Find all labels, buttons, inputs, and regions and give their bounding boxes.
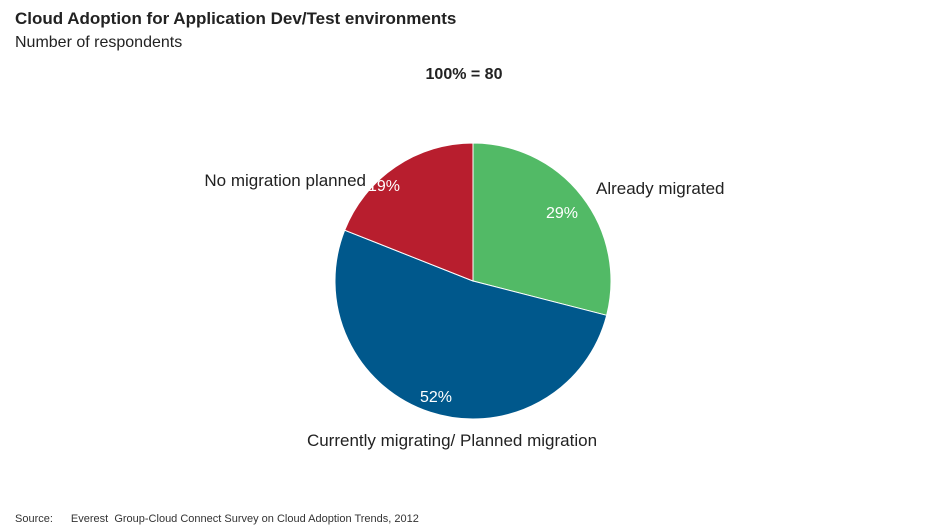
slice-category-label: Already migrated — [596, 179, 725, 198]
chart-subtitle: Number of respondents — [15, 34, 183, 51]
pie-slice-1 — [472, 142, 612, 316]
source-label: Source: — [15, 513, 53, 525]
pie-slice-2 — [334, 229, 608, 420]
chart-title: Cloud Adoption for Application Dev/Test … — [15, 9, 457, 28]
slice-value-label: 19% — [368, 178, 400, 195]
pie-slice-3 — [344, 142, 474, 282]
source-note: Source: Everest Group-Cloud Connect Surve… — [15, 513, 437, 525]
source-text: Everest Group-Cloud Connect Survey on Cl… — [70, 513, 419, 525]
slice-category-label: No migration planned — [204, 171, 366, 190]
slice-value-label: 29% — [546, 205, 578, 222]
slice-category-label: Currently migrating/ Planned migration — [307, 431, 597, 450]
total-respondents-label: 100% = 80 — [425, 66, 503, 83]
slice-value-label: 52% — [420, 389, 452, 406]
